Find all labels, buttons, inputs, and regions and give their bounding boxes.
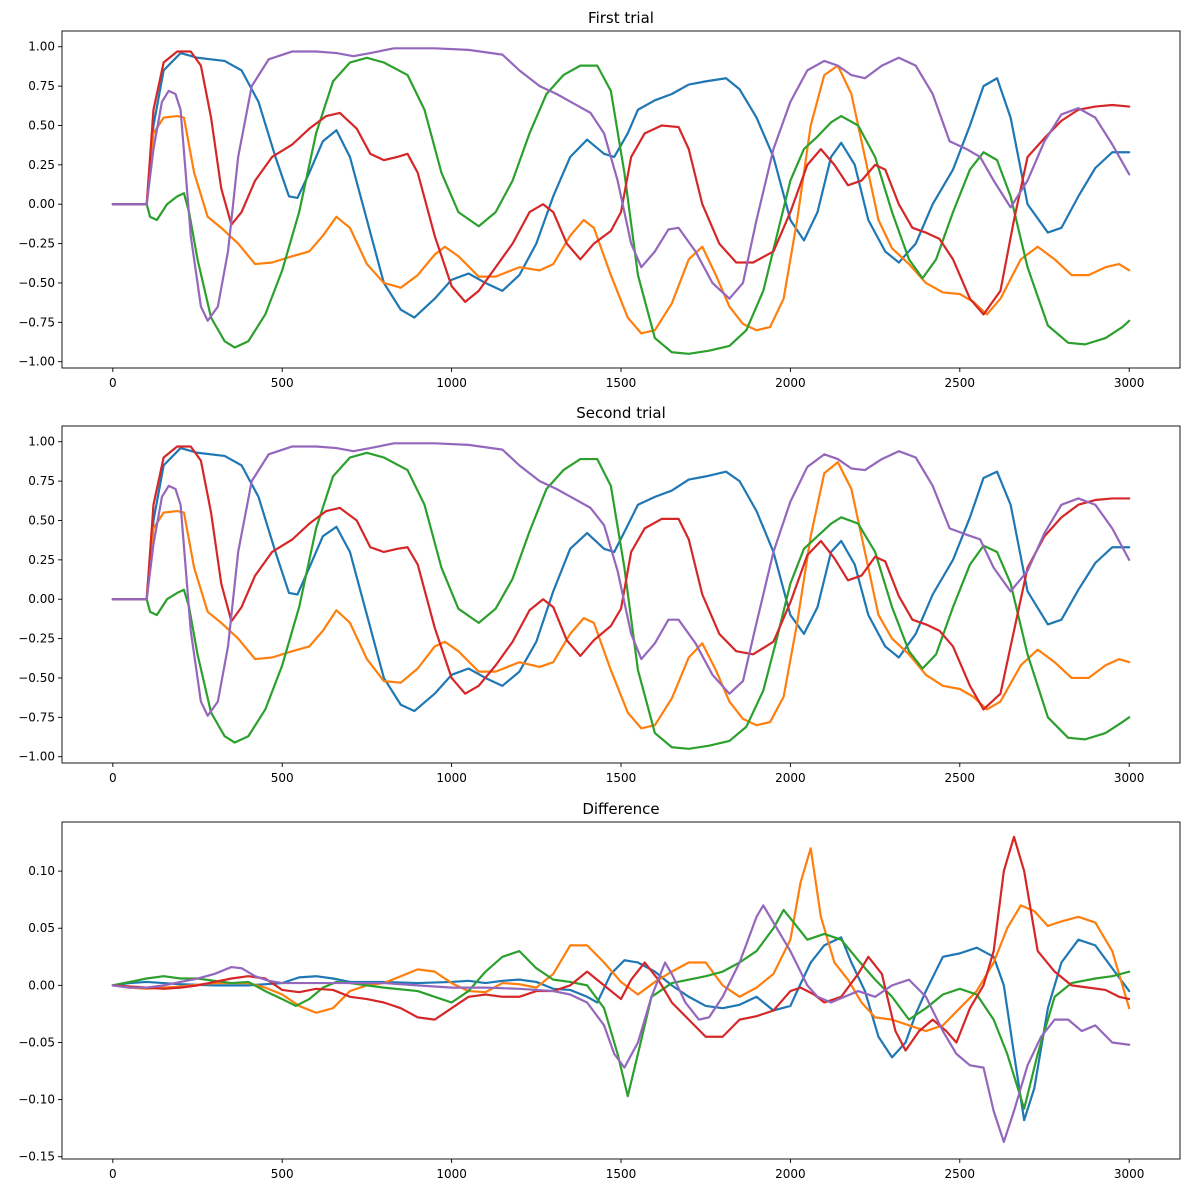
y-tick-label: −0.15 [18, 1150, 55, 1164]
y-tick-label: 0.05 [28, 921, 55, 935]
x-tick-label: 2000 [775, 1167, 806, 1181]
y-tick-label: 0.25 [28, 553, 55, 567]
y-tick-label: 0.50 [28, 118, 55, 132]
x-tick-label: 500 [271, 1167, 294, 1181]
plot-area [111, 47, 1131, 355]
x-tick-label: 0 [109, 376, 117, 390]
y-tick-label: 0.00 [28, 978, 55, 992]
x-tick-label: 0 [109, 771, 117, 785]
series-3-line [111, 451, 1131, 750]
x-tick-label: 1000 [436, 771, 467, 785]
chart-title: First trial [588, 9, 654, 27]
x-tick-label: 2000 [775, 376, 806, 390]
series-2-line [111, 847, 1131, 1033]
x-tick-label: 1000 [436, 376, 467, 390]
x-tick-label: 2000 [775, 771, 806, 785]
subplot-difference: Difference 0 500 1000 1500 2000 2500 3000 −0.15… [18, 800, 1181, 1181]
y-tick-label: −0.05 [18, 1035, 55, 1049]
series-1-line [111, 51, 1131, 319]
x-tick-label: 2500 [945, 376, 976, 390]
x-tick-label: 3000 [1114, 376, 1145, 390]
y-tick-label: −0.25 [18, 632, 55, 646]
y-tick-label: 0.00 [28, 592, 55, 606]
y-tick-label: 0.75 [28, 79, 55, 93]
series-5-line [111, 904, 1131, 1143]
series-5-line [111, 442, 1131, 717]
series-1-line [111, 446, 1131, 713]
x-tick-label: 2500 [945, 771, 976, 785]
series-2-line [111, 461, 1131, 730]
y-tick-label: 1.00 [28, 435, 55, 449]
y-tick-label: 0.50 [28, 513, 55, 527]
y-tick-label: −0.50 [18, 276, 55, 290]
series-1-line [111, 936, 1131, 1122]
chart-title: Difference [582, 800, 659, 818]
plot-area [111, 835, 1131, 1143]
x-tick-label: 500 [271, 376, 294, 390]
y-tick-label: −1.00 [18, 750, 55, 764]
x-tick-label: 3000 [1114, 771, 1145, 785]
x-tick-label: 1500 [606, 771, 637, 785]
subplot-first-trial: First trial 0 500 1000 1500 2000 2500 3000 −1.0… [18, 9, 1181, 390]
y-tick-label: −0.75 [18, 315, 55, 329]
x-tick-label: 2500 [945, 1167, 976, 1181]
series-4-line [111, 835, 1131, 1052]
x-tick-label: 1000 [436, 1167, 467, 1181]
y-tick-label: −1.00 [18, 355, 55, 369]
y-tick-label: −0.10 [18, 1093, 55, 1107]
subplot-second-trial: Second trial 0 500 1000 1500 2000 2500 3000 −1.… [18, 404, 1181, 785]
x-tick-label: 1500 [606, 1167, 637, 1181]
y-tick-label: 0.25 [28, 158, 55, 172]
y-tick-label: −0.75 [18, 710, 55, 724]
series-3-line [111, 908, 1131, 1110]
y-tick-label: 0.75 [28, 474, 55, 488]
series-4-line [111, 445, 1131, 711]
series-4-line [111, 50, 1131, 316]
y-tick-label: 1.00 [28, 40, 55, 54]
chart-title: Second trial [576, 404, 666, 422]
x-tick-label: 1500 [606, 376, 637, 390]
x-tick-label: 3000 [1114, 1167, 1145, 1181]
y-tick-label: −0.50 [18, 671, 55, 685]
x-tick-label: 500 [271, 771, 294, 785]
y-tick-label: −0.25 [18, 237, 55, 251]
x-tick-label: 0 [109, 1167, 117, 1181]
series-5-line [111, 47, 1131, 322]
plot-area [111, 442, 1131, 750]
y-tick-label: 0.00 [28, 197, 55, 211]
axes-frame [61, 821, 1181, 1160]
series-2-line [111, 64, 1131, 335]
y-tick-label: 0.10 [28, 864, 55, 878]
series-3-line [111, 56, 1131, 355]
